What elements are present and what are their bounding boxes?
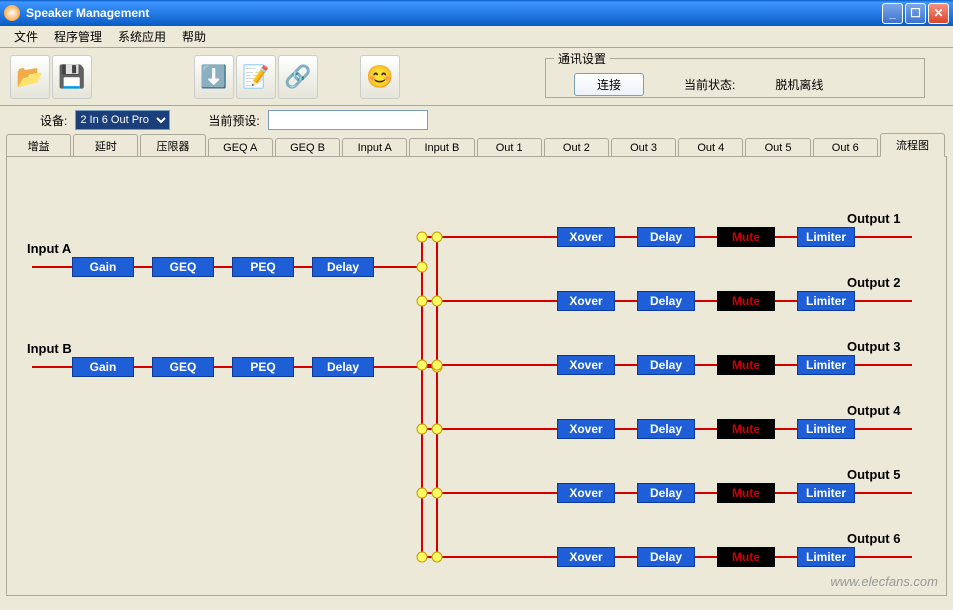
input-label-0: Input A (27, 241, 71, 256)
close-button[interactable]: ✕ (928, 3, 949, 24)
block-mute[interactable]: Mute (717, 547, 775, 567)
block-geq[interactable]: GEQ (152, 257, 214, 277)
tab-bar: 增益延时压限器GEQ AGEQ BInput AInput BOut 1Out … (0, 134, 953, 156)
block-mute[interactable]: Mute (717, 355, 775, 375)
titlebar: Speaker Management _ ☐ ✕ (0, 0, 953, 26)
about-button[interactable]: 😊 (360, 55, 400, 99)
device-select[interactable]: 2 In 6 Out Pro (75, 110, 170, 130)
block-peq[interactable]: PEQ (232, 257, 294, 277)
block-xover[interactable]: Xover (557, 419, 615, 439)
output-label-4: Output 5 (847, 467, 900, 482)
block-delay[interactable]: Delay (637, 483, 695, 503)
output-label-3: Output 4 (847, 403, 900, 418)
preset-input[interactable] (268, 110, 428, 130)
tab-GEQ A[interactable]: GEQ A (208, 138, 273, 157)
tab-Out 4[interactable]: Out 4 (678, 138, 743, 157)
input-label-1: Input B (27, 341, 72, 356)
watermark: www.elecfans.com (830, 574, 938, 589)
block-limiter[interactable]: Limiter (797, 227, 855, 247)
block-xover[interactable]: Xover (557, 483, 615, 503)
menu-file[interactable]: 文件 (6, 26, 46, 47)
block-delay[interactable]: Delay (637, 227, 695, 247)
tab-Input B[interactable]: Input B (409, 138, 474, 157)
block-delay[interactable]: Delay (637, 419, 695, 439)
block-xover[interactable]: Xover (557, 227, 615, 247)
block-delay[interactable]: Delay (312, 357, 374, 377)
edit-button[interactable]: 📝 (236, 55, 276, 99)
minimize-button[interactable]: _ (882, 3, 903, 24)
block-peq[interactable]: PEQ (232, 357, 294, 377)
block-xover[interactable]: Xover (557, 547, 615, 567)
network-button[interactable]: 🔗 (278, 55, 318, 99)
menubar: 文件 程序管理 系统应用 帮助 (0, 26, 953, 48)
comm-settings-label: 通讯设置 (554, 50, 610, 67)
window-title: Speaker Management (26, 6, 149, 20)
block-delay[interactable]: Delay (637, 291, 695, 311)
app-icon (4, 5, 20, 21)
tab-Out 2[interactable]: Out 2 (544, 138, 609, 157)
tab-Out 1[interactable]: Out 1 (477, 138, 542, 157)
block-limiter[interactable]: Limiter (797, 419, 855, 439)
tab-增益[interactable]: 增益 (6, 134, 71, 157)
output-label-0: Output 1 (847, 211, 900, 226)
menu-help[interactable]: 帮助 (174, 26, 214, 47)
block-limiter[interactable]: Limiter (797, 483, 855, 503)
block-delay[interactable]: Delay (637, 355, 695, 375)
status-value: 脱机离线 (775, 76, 823, 93)
block-limiter[interactable]: Limiter (797, 547, 855, 567)
save-button[interactable]: 💾 (52, 55, 92, 99)
tab-Input A[interactable]: Input A (342, 138, 407, 157)
status-label: 当前状态: (684, 76, 735, 93)
tab-延时[interactable]: 延时 (73, 134, 138, 157)
output-label-2: Output 3 (847, 339, 900, 354)
tab-Out 6[interactable]: Out 6 (813, 138, 878, 157)
flowchart-canvas: www.elecfans.com Input AGainGEQPEQDelayI… (6, 156, 947, 596)
download-button[interactable]: ⬇️ (194, 55, 234, 99)
menu-system[interactable]: 系统应用 (110, 26, 174, 47)
block-gain[interactable]: Gain (72, 257, 134, 277)
block-mute[interactable]: Mute (717, 419, 775, 439)
maximize-button[interactable]: ☐ (905, 3, 926, 24)
preset-label: 当前预设: (208, 112, 259, 129)
output-label-5: Output 6 (847, 531, 900, 546)
block-mute[interactable]: Mute (717, 291, 775, 311)
comm-settings-group: 通讯设置 连接 当前状态: 脱机离线 (545, 50, 925, 98)
block-limiter[interactable]: Limiter (797, 291, 855, 311)
output-label-1: Output 2 (847, 275, 900, 290)
tab-GEQ B[interactable]: GEQ B (275, 138, 340, 157)
block-gain[interactable]: Gain (72, 357, 134, 377)
toolbar: 📂 💾 ⬇️ 📝 🔗 😊 通讯设置 连接 当前状态: 脱机离线 (0, 48, 953, 106)
connect-button[interactable]: 连接 (574, 73, 644, 96)
device-label: 设备: (40, 112, 67, 129)
menu-program[interactable]: 程序管理 (46, 26, 110, 47)
tab-流程图[interactable]: 流程图 (880, 133, 945, 157)
block-delay[interactable]: Delay (312, 257, 374, 277)
block-mute[interactable]: Mute (717, 483, 775, 503)
tab-Out 3[interactable]: Out 3 (611, 138, 676, 157)
tab-压限器[interactable]: 压限器 (140, 134, 205, 157)
block-xover[interactable]: Xover (557, 291, 615, 311)
open-button[interactable]: 📂 (10, 55, 50, 99)
block-geq[interactable]: GEQ (152, 357, 214, 377)
block-mute[interactable]: Mute (717, 227, 775, 247)
config-row: 设备: 2 In 6 Out Pro 当前预设: (0, 106, 953, 134)
block-delay[interactable]: Delay (637, 547, 695, 567)
tab-Out 5[interactable]: Out 5 (745, 138, 810, 157)
block-limiter[interactable]: Limiter (797, 355, 855, 375)
block-xover[interactable]: Xover (557, 355, 615, 375)
